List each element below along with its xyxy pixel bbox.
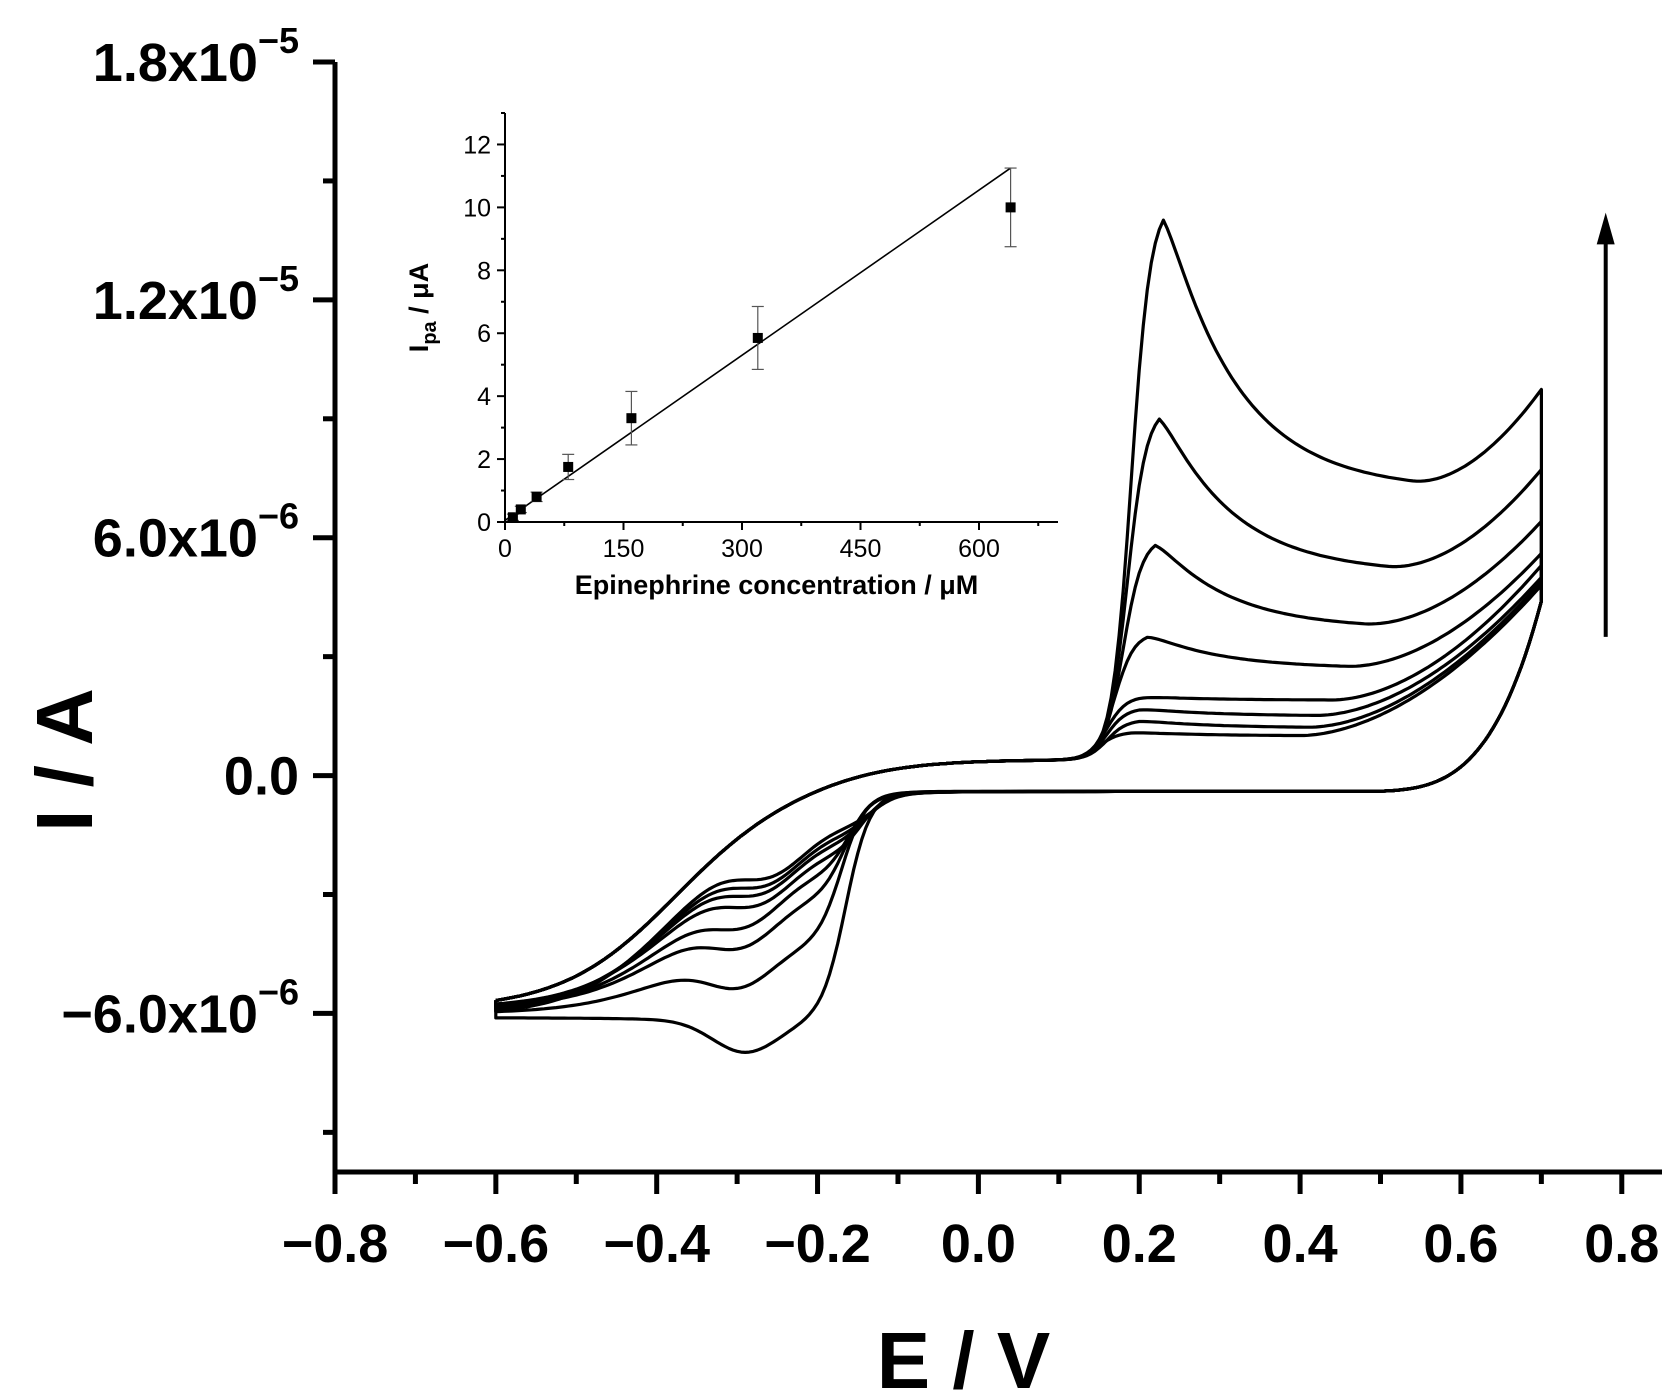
- x-tick-label: 0.0: [941, 1214, 1016, 1274]
- inset-data-point: [752, 332, 763, 343]
- cv-curve-1: [494, 218, 1543, 1054]
- y-tick-label: 1.8x10−5: [93, 20, 299, 93]
- inset-y-tick-label: 10: [463, 194, 491, 222]
- x-tick-label: −0.6: [443, 1214, 550, 1274]
- cv-curve-8: [494, 583, 1543, 1013]
- inset-y-tick-label: 4: [477, 383, 491, 411]
- concentration-arrow: [1596, 212, 1615, 637]
- x-tick-label: 0.6: [1423, 1214, 1498, 1274]
- inset-data-point: [531, 491, 542, 502]
- x-axis-title: E / V: [877, 1316, 1050, 1399]
- inset-y-axis-title: Ipa / μA: [404, 263, 441, 352]
- x-tick-label: 0.8: [1584, 1214, 1659, 1274]
- y-tick-label: 1.2x10−5: [93, 258, 299, 331]
- y-tick-label: 6.0x10−6: [93, 496, 299, 569]
- x-tick-label: 0.4: [1263, 1214, 1338, 1274]
- main-plot: 1.8x10−5 1.2x10−5 6.0x10−6 0.0 −6.0x10−6 −0.8…: [20, 20, 1662, 1399]
- main-axes: 1.8x10−5 1.2x10−5 6.0x10−6 0.0 −6.0x10−6 −0.8…: [20, 20, 1662, 1399]
- inset-data-point: [626, 413, 637, 424]
- inset-data-point: [1005, 202, 1016, 213]
- inset-x-tick-label: 0: [498, 535, 512, 563]
- inset-y-tick-label: 6: [477, 320, 491, 348]
- inset-x-tick-label: 150: [603, 535, 645, 563]
- inset-y-tick-label: 8: [477, 257, 491, 285]
- x-tick-label: −0.2: [764, 1214, 871, 1274]
- inset-data-point: [563, 461, 574, 472]
- inset-data-point: [507, 512, 518, 523]
- inset-x-tick-label: 450: [840, 535, 882, 563]
- y-axis-title: I / A: [20, 688, 109, 832]
- inset-y-tick-label: 12: [463, 131, 491, 159]
- x-tick-label: 0.2: [1102, 1214, 1177, 1274]
- cv-curves: [494, 218, 1543, 1054]
- inset-x-tick-label: 600: [958, 535, 1000, 563]
- inset-y-tick-label: 2: [477, 446, 491, 474]
- inset-x-tick-label: 300: [721, 535, 763, 563]
- y-tick-label: 0.0: [224, 747, 299, 807]
- y-tick-label: −6.0x10−6: [61, 971, 299, 1044]
- cv-curve-2: [494, 417, 1543, 1014]
- inset-data-point: [515, 504, 526, 515]
- inset-calibration-plot: 0 2 4 6 8 10 12 0 150 300 450 600 Epinephrine concen…: [404, 112, 1058, 600]
- x-tick-label: −0.4: [603, 1214, 710, 1274]
- x-tick-label: −0.8: [282, 1214, 389, 1274]
- inset-x-axis-title: Epinephrine concentration / μM: [575, 570, 979, 600]
- arrow-head: [1596, 212, 1615, 245]
- inset-y-tick-label: 0: [477, 509, 491, 537]
